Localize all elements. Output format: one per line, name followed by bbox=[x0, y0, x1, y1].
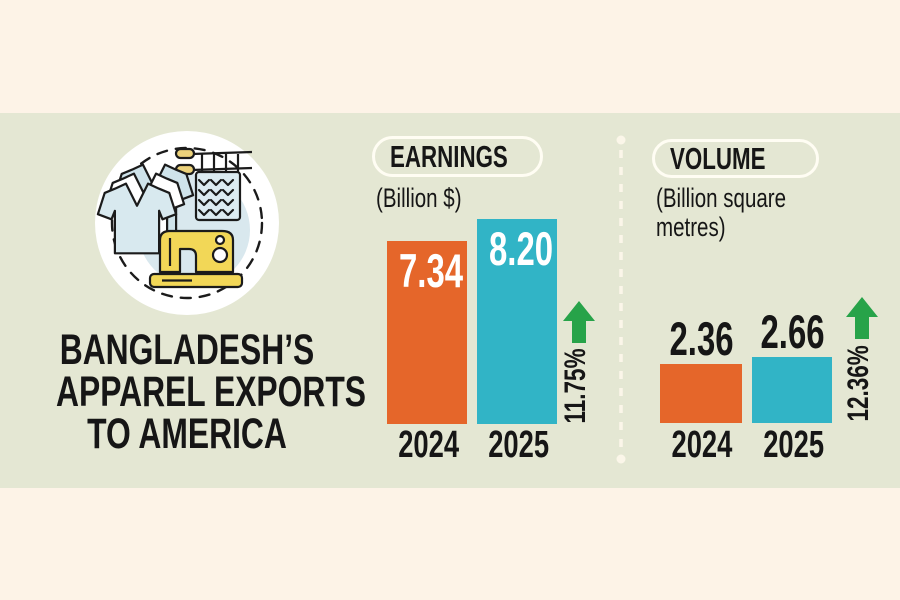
earnings-change-percent: 11.75% bbox=[559, 348, 592, 424]
volume-bar-2024 bbox=[660, 364, 742, 423]
page-title-line-2: APPAREL EXPORTS bbox=[56, 368, 367, 416]
knitting-needles-icon bbox=[174, 147, 253, 222]
earnings-year-label-2024: 2024 bbox=[398, 424, 460, 466]
earnings-title: EARNINGS bbox=[390, 138, 508, 174]
section-divider bbox=[616, 135, 626, 464]
volume-year-label-2024: 2024 bbox=[671, 424, 733, 466]
page-title: BANGLADESH’S APPAREL EXPORTS TO AMERICA bbox=[56, 326, 367, 458]
sewing-machine-icon bbox=[148, 229, 244, 289]
volume-unit-label: (Billion square metres) bbox=[656, 183, 787, 242]
volume-bar-2025 bbox=[752, 356, 832, 423]
apparel-manufacturing-icon bbox=[95, 131, 279, 315]
page-title-line-3: TO AMERICA bbox=[87, 410, 287, 458]
volume-title: VOLUME bbox=[670, 140, 766, 176]
volume-bar-2025-value: 2.66 bbox=[760, 305, 825, 358]
earnings-title-pill: EARNINGS bbox=[372, 136, 543, 177]
earnings-year-label-2025: 2025 bbox=[488, 424, 550, 466]
earnings-bar-2024-value: 7.34 bbox=[399, 243, 464, 297]
earnings-bar-2024: 7.34 bbox=[387, 240, 467, 424]
earnings-bar-2025-value: 8.20 bbox=[489, 222, 554, 275]
volume-year-label-2025: 2025 bbox=[763, 424, 825, 466]
earnings-increase-arrow-icon bbox=[563, 301, 595, 343]
volume-bar-2024-value: 2.36 bbox=[669, 312, 734, 365]
volume-title-pill: VOLUME bbox=[652, 139, 819, 178]
volume-increase-arrow-icon bbox=[846, 297, 878, 339]
earnings-bar-2025: 8.20 bbox=[477, 219, 557, 424]
page-title-line-1: BANGLADESH’S bbox=[59, 326, 315, 374]
volume-change-percent: 12.36% bbox=[842, 345, 875, 422]
t-shirts-icon bbox=[96, 163, 195, 255]
earnings-unit-label: (Billion $) bbox=[376, 183, 462, 213]
